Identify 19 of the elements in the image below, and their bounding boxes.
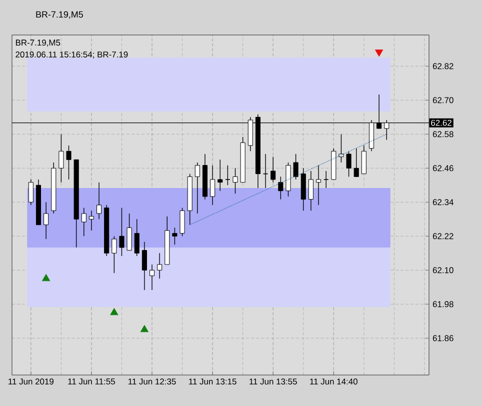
ref-line-label: 62.62 [431,120,452,126]
x-tick-label: 11 Jun 13:55 [250,378,297,385]
text: 2019.06.11 15:16:54; BR-7.19 [16,52,128,58]
x-tick-label: 11 Jun 11:55 [68,378,115,384]
x-tick-label: 11 Jun 13:15 [189,378,236,385]
y-tick-label: 62.82 [432,63,454,70]
x-tick-label: 11 Jun 12:35 [128,378,176,385]
y-tick-label: 62.22 [432,233,454,240]
y-tick-label: 62.10 [432,267,454,274]
y-tick-label: 62.58 [432,131,454,138]
y-tick-label: 61.98 [432,301,454,308]
y-tick-label: 62.70 [432,97,454,104]
y-tick-label: 62.46 [432,165,454,172]
x-tick-label: 11 Jun 14:40 [310,378,358,385]
x-tick-label: 11 Jun 2019 [8,378,54,385]
chart-title: BR-7.19,M5 [16,40,60,47]
y-tick-label: 61.86 [432,335,454,342]
text: BR-7.19,M5 [36,11,83,19]
y-tick-label: 62.34 [432,199,454,206]
